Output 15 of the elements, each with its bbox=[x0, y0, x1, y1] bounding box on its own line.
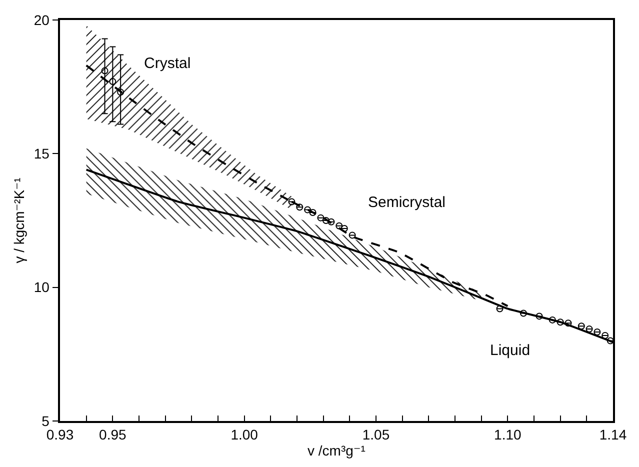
x-tick-label: 1.00 bbox=[230, 426, 258, 443]
series-label: Crystal bbox=[144, 55, 191, 72]
x-axis-title: v /cm³g⁻¹ bbox=[308, 442, 366, 459]
x-tick-label: 1.05 bbox=[362, 426, 390, 443]
y-axis-title: γ / kgcm⁻²K⁻¹ bbox=[10, 177, 27, 264]
y-tick-label: 10 bbox=[34, 279, 50, 296]
y-tick-label: 20 bbox=[34, 12, 50, 28]
x-tick-label: 0.95 bbox=[99, 426, 127, 443]
y-tick-label: 15 bbox=[34, 146, 50, 162]
y-tick-label: 5 bbox=[42, 412, 50, 429]
x-tick-label: 1.14 bbox=[599, 426, 627, 443]
series-label: Liquid bbox=[490, 342, 530, 359]
x-tick-label: 0.93 bbox=[46, 426, 74, 443]
x-tick-label: 1.10 bbox=[494, 426, 522, 443]
series-label: Semicrystal bbox=[368, 194, 446, 211]
